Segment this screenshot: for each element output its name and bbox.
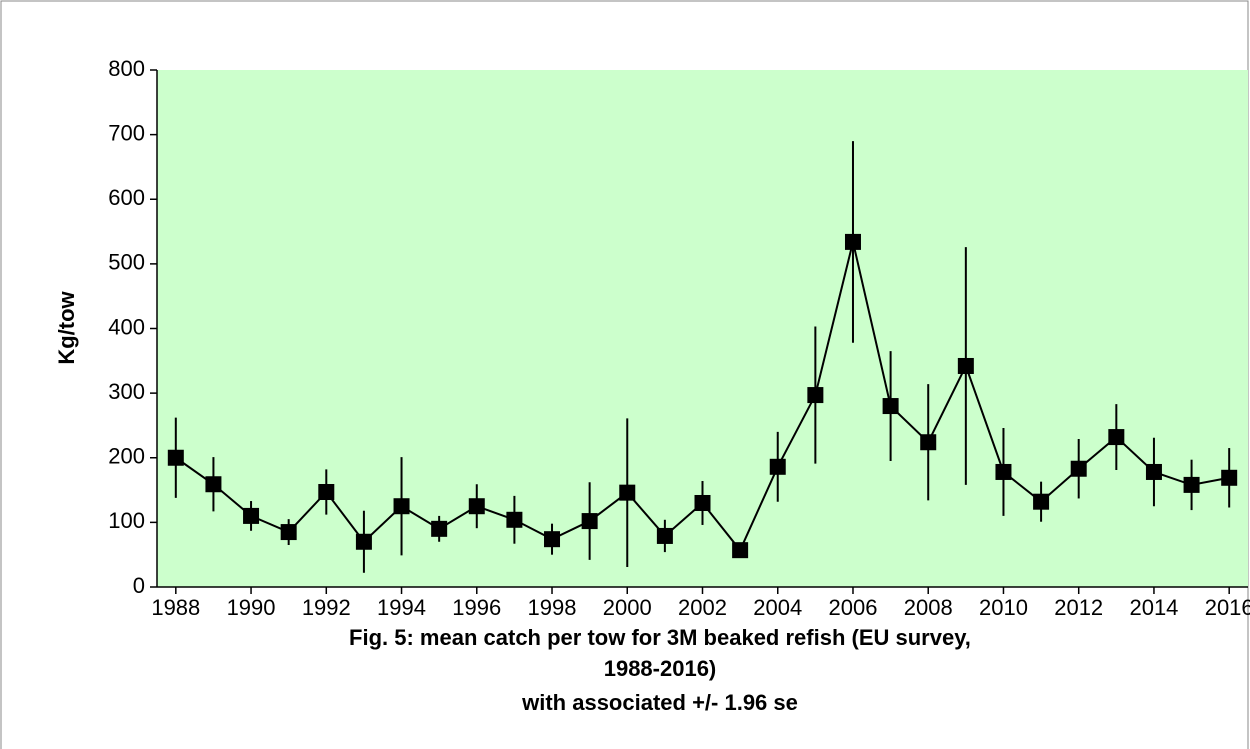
marker — [882, 398, 899, 415]
marker — [431, 520, 448, 537]
marker — [1145, 463, 1162, 480]
x-tick-label: 1990 — [227, 595, 276, 620]
marker — [1108, 429, 1125, 446]
x-tick-label: 2008 — [904, 595, 953, 620]
x-tick-label: 2000 — [603, 595, 652, 620]
marker — [205, 476, 222, 493]
x-tick-label: 1998 — [528, 595, 577, 620]
marker — [769, 458, 786, 475]
marker — [167, 449, 184, 466]
y-tick-label: 100 — [108, 508, 145, 533]
marker — [732, 542, 749, 559]
x-tick-label: 1994 — [377, 595, 426, 620]
x-tick-label: 1996 — [452, 595, 501, 620]
x-tick-label: 2016 — [1205, 595, 1250, 620]
marker — [1183, 476, 1200, 493]
x-tick-label: 2014 — [1129, 595, 1178, 620]
marker — [995, 463, 1012, 480]
y-tick-label: 600 — [108, 185, 145, 210]
marker — [807, 387, 824, 404]
marker — [280, 524, 297, 541]
marker — [468, 498, 485, 515]
marker — [243, 507, 260, 524]
marker — [393, 498, 410, 515]
marker — [506, 511, 523, 528]
x-tick-label: 1992 — [302, 595, 351, 620]
marker — [355, 533, 372, 550]
y-tick-label: 500 — [108, 250, 145, 275]
y-tick-label: 0 — [133, 573, 145, 598]
x-tick-label: 2004 — [753, 595, 802, 620]
marker — [1221, 469, 1238, 486]
marker — [318, 484, 335, 501]
x-tick-label: 2012 — [1054, 595, 1103, 620]
y-tick-label: 700 — [108, 120, 145, 145]
y-tick-label: 800 — [108, 56, 145, 81]
marker — [656, 527, 673, 544]
x-tick-label: 2006 — [829, 595, 878, 620]
x-tick-label: 2002 — [678, 595, 727, 620]
marker — [581, 513, 598, 530]
x-tick-label: 2010 — [979, 595, 1028, 620]
marker — [844, 233, 861, 250]
y-tick-label: 200 — [108, 444, 145, 469]
chart-title: Fig. 5: mean catch per tow for 3M beaked… — [349, 625, 971, 650]
marker — [1033, 493, 1050, 510]
marker — [544, 531, 561, 548]
marker — [957, 357, 974, 374]
chart-title: with associated +/- 1.96 se — [521, 690, 798, 715]
marker — [920, 434, 937, 451]
y-axis-label: Kg/tow — [54, 290, 79, 364]
y-tick-label: 300 — [108, 379, 145, 404]
marker — [619, 484, 636, 501]
y-tick-label: 400 — [108, 314, 145, 339]
chart-title: 1988-2016) — [604, 656, 717, 681]
marker — [1070, 460, 1087, 477]
marker — [694, 494, 711, 511]
x-tick-label: 1988 — [151, 595, 200, 620]
